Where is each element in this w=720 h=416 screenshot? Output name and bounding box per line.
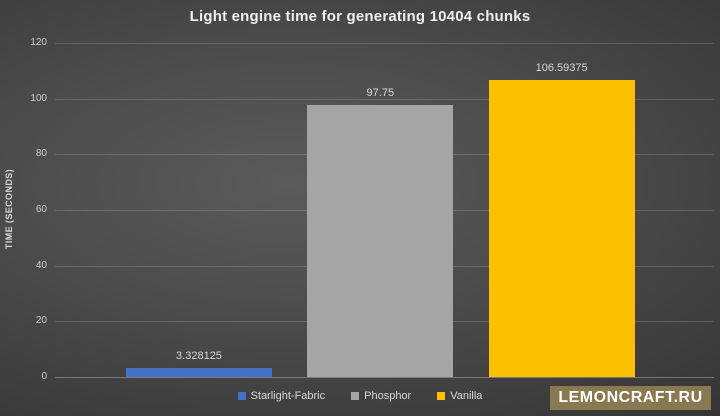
value-label-vanilla: 106.59375 <box>535 62 588 75</box>
plot-area: 3.328125 97.75 106.59375 <box>55 43 714 378</box>
chart-title: Light engine time for generating 10404 c… <box>189 8 531 25</box>
value-label-starlight-fabric: 3.328125 <box>176 349 222 362</box>
chart-legend: Starlight-Fabric Phosphor Vanilla <box>0 390 720 402</box>
gridline-0 <box>55 377 714 378</box>
y-tick-label-40: 40 <box>35 259 47 271</box>
y-tick-label-100: 100 <box>30 92 47 104</box>
bar-phosphor <box>307 104 454 377</box>
y-tick-label-120: 120 <box>30 37 47 48</box>
watermark-lemoncraft: LEMONCRAFT.RU <box>550 386 711 410</box>
bar-starlight-fabric <box>126 367 272 377</box>
legend-label: Starlight-Fabric <box>250 390 326 402</box>
legend-item-phosphor: Phosphor <box>351 390 411 402</box>
legend-swatch-icon <box>351 392 360 400</box>
legend-swatch-icon <box>437 392 446 400</box>
bar-vanilla <box>488 80 635 377</box>
legend-label: Vanilla <box>450 390 483 402</box>
legend-swatch-icon <box>237 392 246 400</box>
value-label-phosphor: 97.75 <box>366 86 395 99</box>
y-tick-label-80: 80 <box>35 148 47 160</box>
y-tick-label-0: 0 <box>41 371 47 382</box>
gridline-100 <box>55 98 714 100</box>
gridline-120 <box>55 43 714 44</box>
legend-item-starlight-fabric: Starlight-Fabric <box>237 390 326 402</box>
legend-label: Phosphor <box>364 390 412 402</box>
legend-item-vanilla: Vanilla <box>437 390 482 402</box>
y-tick-label-20: 20 <box>35 315 47 327</box>
y-tick-label-60: 60 <box>35 204 47 215</box>
